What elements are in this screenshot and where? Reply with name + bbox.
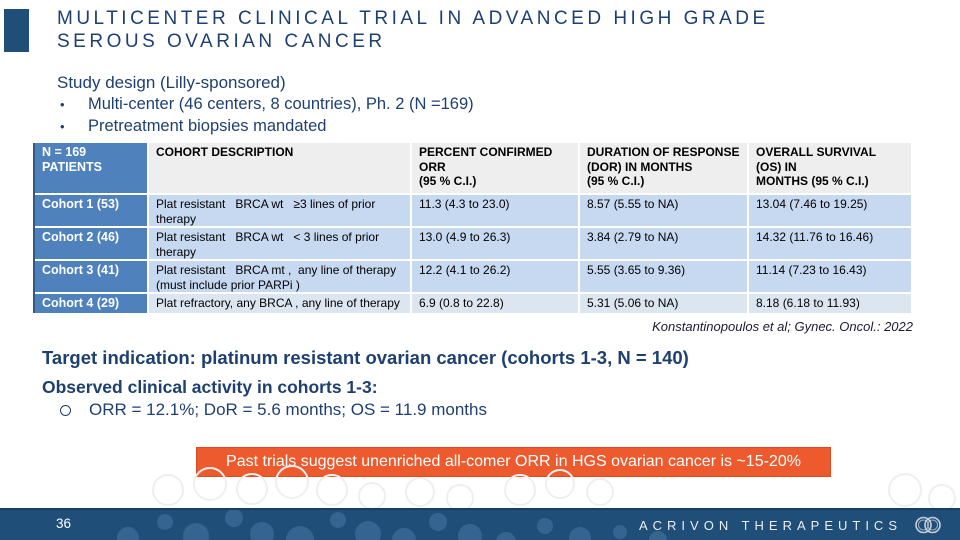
brand-lockup: ACRIVON THERAPEUTICS	[639, 510, 944, 540]
footer-bar: 36 ACRIVON THERAPEUTICS	[0, 508, 960, 540]
circle-bullet-icon	[60, 405, 71, 416]
observed-activity-heading: Observed clinical activity in cohorts 1-…	[42, 377, 378, 397]
study-bullet-2: • Pretreatment biopsies mandated	[60, 117, 326, 136]
table-cell: 13.04 (7.46 to 19.25)	[749, 195, 911, 226]
table-cell: 3.84 (2.79 to NA)	[580, 228, 747, 259]
page-title: MULTICENTER CLINICAL TRIAL IN ADVANCED H…	[57, 7, 937, 53]
observed-stats-row: ORR = 12.1%; DoR = 5.6 months; OS = 11.9…	[60, 400, 487, 420]
brand-name: ACRIVON THERAPEUTICS	[638, 517, 902, 533]
column-header-orr: PERCENT CONFIRMED ORR (95 % C.I.)	[412, 143, 578, 193]
study-bullet-1: • Multi-center (46 centers, 8 countries)…	[60, 95, 474, 114]
table-cell: 8.57 (5.55 to NA)	[580, 195, 747, 226]
table-cell: 13.0 (4.9 to 26.3)	[412, 228, 578, 259]
column-header-os: OVERALL SURVIVAL (OS) IN MONTHS (95 % C.…	[749, 143, 911, 193]
table-cell: 5.55 (3.65 to 9.36)	[580, 261, 747, 292]
cohort-results-table: N = 169 PATIENTS COHORT DESCRIPTION PERC…	[33, 143, 911, 313]
table-cell: Plat refractory, any BRCA , any line of …	[149, 294, 410, 313]
table-cell: 14.32 (11.76 to 16.46)	[749, 228, 911, 259]
table-cell: 5.31 (5.06 to NA)	[580, 294, 747, 313]
study-bullet-1-text: Multi-center (46 centers, 8 countries), …	[88, 95, 474, 113]
title-accent-square	[4, 9, 29, 52]
table-cell: 11.14 (7.23 to 16.43)	[749, 261, 911, 292]
table-cell: 6.9 (0.8 to 22.8)	[412, 294, 578, 313]
study-bullet-2-text: Pretreatment biopsies mandated	[88, 117, 327, 135]
bullet-icon: •	[60, 97, 65, 112]
row-label: Cohort 1 (53)	[35, 195, 147, 226]
column-header-patients: N = 169 PATIENTS	[35, 143, 147, 193]
bullet-icon: •	[60, 119, 65, 134]
table-cell: Plat resistant BRCA mt , any line of the…	[149, 261, 410, 292]
table-cell: 12.2 (4.1 to 26.2)	[412, 261, 578, 292]
footer-bubbles-decoration	[117, 510, 667, 540]
study-design-heading: Study design (Lilly-sponsored)	[57, 73, 286, 92]
citation: Konstantinopoulos et al; Gynec. Oncol.: …	[652, 319, 913, 334]
target-indication: Target indication: platinum resistant ov…	[42, 347, 689, 368]
observed-stats-text: ORR = 12.1%; DoR = 5.6 months; OS = 11.9…	[89, 400, 487, 419]
table-cell: 11.3 (4.3 to 23.0)	[412, 195, 578, 226]
row-label: Cohort 4 (29)	[35, 294, 147, 313]
highlight-banner: Past trials suggest unenriched all-comer…	[196, 447, 831, 477]
page-number: 36	[56, 516, 72, 531]
table-cell: 8.18 (6.18 to 11.93)	[749, 294, 911, 313]
page-title-line1: MULTICENTER CLINICAL TRIAL IN ADVANCED H…	[57, 8, 769, 29]
column-header-description: COHORT DESCRIPTION	[149, 143, 410, 193]
logo-rings-icon	[915, 516, 941, 534]
column-header-dor: DURATION OF RESPONSE (DOR) IN MONTHS (95…	[580, 143, 747, 193]
table-cell: Plat resistant BRCA wt < 3 lines of prio…	[149, 228, 410, 259]
row-label: Cohort 2 (46)	[35, 228, 147, 259]
highlight-banner-text: Past trials suggest unenriched all-comer…	[226, 453, 801, 470]
row-label: Cohort 3 (41)	[35, 261, 147, 292]
page-title-line2: SEROUS OVARIAN CANCER	[57, 31, 386, 52]
table-cell: Plat resistant BRCA wt ≥3 lines of prior…	[149, 195, 410, 226]
